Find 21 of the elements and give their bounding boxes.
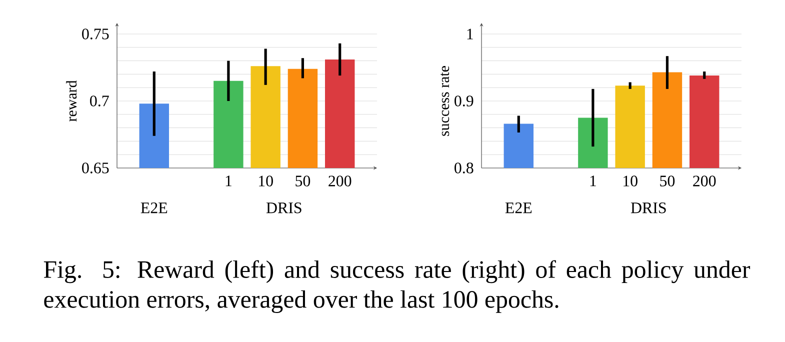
y-axis-title: success rate — [440, 66, 450, 136]
y-tick-label: 0.8 — [454, 162, 474, 174]
x-tick-label: 200 — [328, 176, 352, 186]
x-tick-label: E2E — [505, 202, 532, 214]
x-tick-label: 50 — [296, 176, 310, 186]
y-tick-label: 0.7 — [90, 96, 109, 106]
y-tick-label: 1 — [467, 28, 473, 40]
x-tick-label: E2E — [140, 202, 168, 214]
y-tick-label: 0.75 — [82, 28, 109, 40]
x-tick-label: 10 — [624, 176, 638, 186]
y-tick-label: 0.65 — [82, 162, 109, 174]
y-tick-label: 0.9 — [454, 96, 474, 106]
x-tick-label: 1 — [590, 176, 596, 186]
x-tick-label: 50 — [660, 176, 675, 186]
x-tick-label: 200 — [693, 176, 716, 186]
x-tick-label: 1 — [226, 176, 232, 186]
caption: Fig. 5: Reward (left) and success rate (right) of each policy under execution errors, averaged over the last 100 epochs. — [44, 260, 750, 313]
text: DRIS — [266, 202, 302, 214]
y-axis-title: reward — [66, 80, 77, 122]
text: DRIS — [630, 202, 666, 214]
x-tick-label: 10 — [259, 176, 273, 186]
